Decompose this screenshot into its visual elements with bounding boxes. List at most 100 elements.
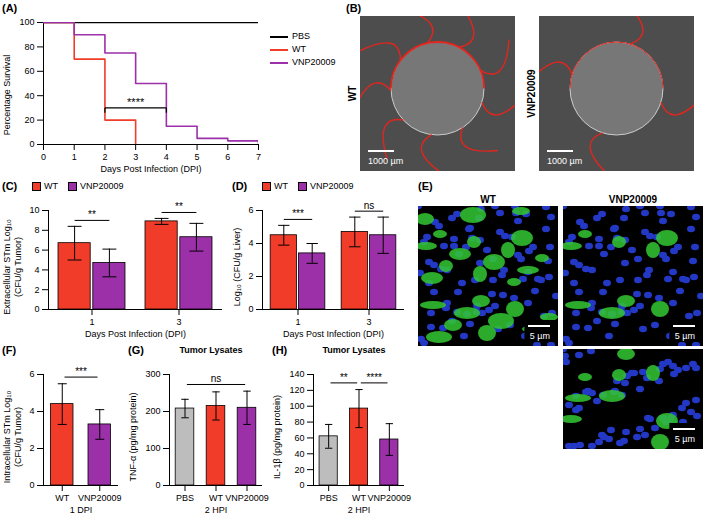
svg-text:6: 6	[225, 152, 230, 162]
svg-text:WT: WT	[55, 493, 69, 503]
svg-text:Extracellular STm Log₁₀: Extracellular STm Log₁₀	[2, 219, 12, 315]
svg-text:8: 8	[34, 225, 39, 235]
svg-text:60: 60	[24, 66, 34, 76]
svg-text:(CFU/g Tumor): (CFU/g Tumor)	[13, 237, 23, 297]
svg-text:ns: ns	[211, 373, 222, 384]
svg-text:PBS: PBS	[176, 493, 194, 503]
svg-text:Days Post Infection (DPI): Days Post Infection (DPI)	[85, 329, 186, 339]
svg-text:4: 4	[248, 238, 253, 248]
svg-text:VNP20009: VNP20009	[526, 69, 537, 118]
svg-text:1000 µm: 1000 µm	[368, 156, 403, 166]
svg-text:1: 1	[295, 317, 300, 327]
svg-text:**: **	[340, 372, 348, 383]
svg-text:5 µm: 5 µm	[530, 331, 550, 341]
html-text:(C): (C)	[2, 180, 18, 192]
svg-text:0: 0	[155, 480, 160, 490]
svg-text:**: **	[175, 201, 183, 212]
svg-text:WT: WT	[209, 493, 223, 503]
svg-text:60: 60	[294, 433, 304, 443]
svg-text:VNP20009: VNP20009	[368, 493, 412, 503]
html-text:WT: WT	[274, 181, 288, 191]
html-text:VNP20009: VNP20009	[292, 57, 336, 67]
svg-text:WT: WT	[347, 86, 358, 102]
svg-text:***: ***	[75, 366, 87, 377]
svg-text:IL-1β (pg/mg protein): IL-1β (pg/mg protein)	[272, 395, 282, 479]
svg-text:VNP20009: VNP20009	[78, 493, 122, 503]
svg-text:1 DPI: 1 DPI	[70, 505, 93, 515]
svg-text:4: 4	[164, 152, 169, 162]
svg-text:140: 140	[289, 369, 304, 379]
svg-text:WT: WT	[352, 493, 366, 503]
svg-text:3: 3	[133, 152, 138, 162]
html-text:(F): (F)	[2, 344, 16, 356]
svg-text:100: 100	[145, 443, 160, 453]
svg-text:3: 3	[176, 317, 181, 327]
svg-text:Intracellular STm Log₁₀: Intracellular STm Log₁₀	[2, 391, 12, 484]
svg-text:300: 300	[145, 369, 160, 379]
svg-text:40: 40	[24, 91, 34, 101]
svg-text:3: 3	[366, 317, 371, 327]
svg-text:1000 µm: 1000 µm	[547, 156, 582, 166]
svg-text:1: 1	[89, 317, 94, 327]
svg-text:2: 2	[102, 152, 107, 162]
svg-text:5 µm: 5 µm	[675, 331, 695, 341]
svg-text:0: 0	[248, 304, 253, 314]
html-text:(E): (E)	[418, 180, 433, 192]
svg-text:***: ***	[292, 208, 304, 219]
html-text:(A): (A)	[2, 2, 18, 14]
html-text:WT: WT	[44, 181, 58, 191]
svg-text:5 µm: 5 µm	[675, 434, 695, 444]
svg-text:6: 6	[29, 369, 34, 379]
svg-text:6: 6	[34, 245, 39, 255]
svg-text:20: 20	[294, 465, 304, 475]
svg-text:0: 0	[299, 480, 304, 490]
html-text:(D): (D)	[232, 180, 248, 192]
svg-text:2 HPI: 2 HPI	[205, 505, 228, 515]
svg-text:120: 120	[289, 385, 304, 395]
html-text:(H): (H)	[272, 344, 288, 356]
svg-text:Days Post Infection (DPI): Days Post Infection (DPI)	[283, 329, 384, 339]
svg-text:10: 10	[29, 205, 39, 215]
svg-text:7: 7	[256, 152, 261, 162]
svg-text:80: 80	[24, 42, 34, 52]
svg-text:2: 2	[29, 443, 34, 453]
svg-text:PBS: PBS	[320, 493, 338, 503]
svg-text:ns: ns	[364, 200, 375, 211]
svg-text:40: 40	[294, 449, 304, 459]
svg-text:TNF-α (pg/mg protein): TNF-α (pg/mg protein)	[128, 392, 138, 481]
svg-text:**: **	[88, 209, 96, 220]
svg-text:2 HPI: 2 HPI	[348, 505, 371, 515]
svg-text:VNP20009: VNP20009	[225, 493, 269, 503]
svg-text:(CFU/g Tumor): (CFU/g Tumor)	[13, 407, 23, 467]
html-text:VNP20009: VNP20009	[80, 181, 124, 191]
svg-text:0: 0	[29, 480, 34, 490]
svg-text:5: 5	[195, 152, 200, 162]
svg-text:6: 6	[248, 205, 253, 215]
svg-text:2: 2	[248, 271, 253, 281]
svg-text:80: 80	[294, 417, 304, 427]
svg-text:100: 100	[289, 401, 304, 411]
svg-text:Log₁₀ (CFU/g Liver): Log₁₀ (CFU/g Liver)	[232, 228, 242, 306]
svg-text:0: 0	[29, 139, 34, 149]
html-text:VNP20009: VNP20009	[310, 181, 354, 191]
html-text:WT: WT	[480, 194, 496, 205]
html-text:(G): (G)	[128, 344, 144, 356]
svg-text:4: 4	[34, 265, 39, 275]
svg-text:1: 1	[72, 152, 77, 162]
svg-text:200: 200	[145, 406, 160, 416]
svg-text:0: 0	[41, 152, 46, 162]
svg-text:Percentage Survival: Percentage Survival	[2, 55, 12, 136]
html-text:WT: WT	[292, 44, 306, 54]
svg-text:20: 20	[24, 115, 34, 125]
svg-text:4: 4	[29, 406, 34, 416]
svg-text:****: ****	[366, 372, 382, 383]
html-text:Tumor Lysates: Tumor Lysates	[179, 345, 243, 355]
html-text:PBS: PBS	[292, 31, 310, 41]
svg-text:2: 2	[34, 285, 39, 295]
html-text:(B): (B)	[346, 2, 362, 14]
html-text:VNP20009: VNP20009	[608, 194, 658, 205]
svg-text:Days Post Infection (DPI): Days Post Infection (DPI)	[100, 164, 201, 174]
svg-text:****: ****	[127, 96, 145, 108]
svg-text:0: 0	[34, 304, 39, 314]
svg-text:100: 100	[19, 17, 34, 27]
